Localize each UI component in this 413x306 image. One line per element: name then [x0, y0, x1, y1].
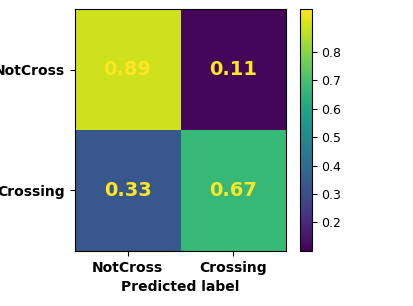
X-axis label: Predicted label: Predicted label [121, 280, 239, 294]
Text: 0.11: 0.11 [209, 60, 257, 79]
Text: 0.89: 0.89 [103, 60, 151, 79]
Text: 0.67: 0.67 [209, 181, 257, 200]
Text: 0.33: 0.33 [103, 181, 151, 200]
